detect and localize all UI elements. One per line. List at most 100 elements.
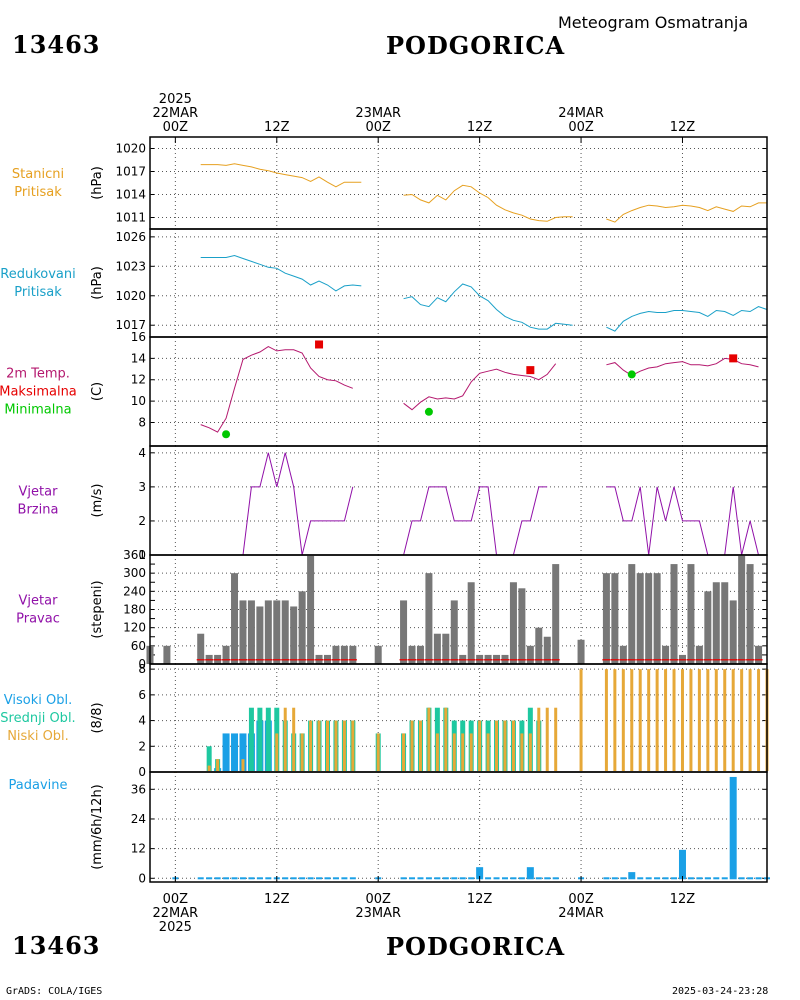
direction-bar xyxy=(349,645,357,664)
direction-bar xyxy=(662,645,670,664)
tmin-marker xyxy=(627,370,636,379)
calm-marker xyxy=(230,659,239,661)
cloud-bar xyxy=(334,720,338,771)
cloud-bar xyxy=(435,733,439,771)
cloud-bar xyxy=(239,733,247,771)
calm-marker xyxy=(323,659,332,661)
y-tick-label: 0 xyxy=(138,871,146,885)
direction-bar xyxy=(543,636,551,664)
panel-label: Stanicni xyxy=(12,167,64,182)
precip-trace xyxy=(425,877,432,880)
cloud-bar xyxy=(621,669,625,771)
calm-marker xyxy=(610,659,619,661)
calm-marker xyxy=(348,659,357,661)
cloud-bar xyxy=(638,669,642,771)
cloud-bar xyxy=(655,669,659,771)
time-label-bottom: 2025 xyxy=(159,920,192,935)
direction-bar xyxy=(695,645,703,664)
precip-trace xyxy=(332,877,339,880)
calm-marker xyxy=(551,659,560,661)
y-tick-label: 4 xyxy=(138,714,146,728)
time-label-top: 24MAR xyxy=(558,106,604,121)
precip-trace xyxy=(459,877,466,880)
cloud-bar xyxy=(664,669,668,771)
panel-label: Brzina xyxy=(18,503,59,518)
precip-trace xyxy=(501,877,508,880)
direction-bar xyxy=(239,600,247,664)
calm-marker xyxy=(644,659,653,661)
chart-title: Meteogram Osmatranja xyxy=(558,13,749,32)
precip-trace xyxy=(493,877,500,880)
y-tick-label: 0 xyxy=(138,765,146,779)
time-label-bottom: 12Z xyxy=(467,892,493,907)
y-tick-label: 360 xyxy=(123,548,146,562)
calm-marker xyxy=(695,659,704,661)
cloud-bar xyxy=(207,765,211,771)
precip-trace xyxy=(755,877,762,880)
panel-frame xyxy=(149,771,768,883)
wind_speed-line xyxy=(403,486,548,556)
cloud-bar xyxy=(351,720,355,771)
calm-marker xyxy=(213,659,222,661)
direction-bar xyxy=(425,573,433,664)
direction-bar xyxy=(433,633,441,664)
precip-trace xyxy=(704,877,711,880)
calm-marker xyxy=(703,659,712,661)
direction-bar xyxy=(552,564,560,664)
direction-bar xyxy=(450,600,458,664)
precip-trace xyxy=(451,877,458,880)
precip-trace xyxy=(231,877,238,880)
precip-trace xyxy=(535,877,542,880)
station-id-top: 13463 xyxy=(12,30,101,59)
cloud-bar xyxy=(748,669,752,771)
cloud-bar xyxy=(317,720,321,771)
panel-label: Maksimalna xyxy=(0,385,77,400)
direction-bar xyxy=(290,606,298,664)
y-tick-label: 60 xyxy=(131,639,146,653)
y-tick-label: 240 xyxy=(123,584,146,598)
precip-trace xyxy=(671,877,678,880)
calm-marker xyxy=(433,659,442,661)
calm-marker xyxy=(619,659,628,661)
tmin-marker xyxy=(424,407,433,416)
precip-trace xyxy=(256,877,263,880)
precip-bar xyxy=(678,849,686,880)
panel-label: Redukovani xyxy=(0,267,75,282)
calm-marker xyxy=(670,659,679,661)
panel-frame xyxy=(149,336,768,447)
cloud-bar xyxy=(545,707,549,771)
calm-marker xyxy=(534,659,543,661)
cloud-bar xyxy=(579,669,583,771)
y-tick-label: 24 xyxy=(131,812,146,826)
calm-marker xyxy=(306,659,315,661)
calm-marker xyxy=(517,659,526,661)
cloud-bar xyxy=(325,720,329,771)
panel-label: Pritisak xyxy=(14,185,62,200)
cloud-bar xyxy=(520,733,524,771)
wind_speed-line xyxy=(200,452,354,556)
cloud-bar xyxy=(740,669,744,771)
calm-marker xyxy=(636,659,645,661)
pressure-line xyxy=(200,163,362,188)
station-name-bottom: PODGORICA xyxy=(386,932,566,961)
precip-trace xyxy=(637,877,644,880)
credit-text: GrADS: COLA/IGES xyxy=(6,986,103,997)
panel-label: Srednji Obl. xyxy=(0,711,75,726)
direction-bar xyxy=(281,600,289,664)
precip-bar xyxy=(476,867,484,880)
tmax-marker xyxy=(315,340,324,349)
panel-label: Minimalna xyxy=(4,403,71,418)
precip-trace xyxy=(611,877,618,880)
precip-trace xyxy=(417,877,424,880)
direction-bar xyxy=(526,645,534,664)
time-label-top: 00Z xyxy=(568,120,594,135)
y-tick-label: 12 xyxy=(131,842,146,856)
calm-marker xyxy=(331,659,340,661)
direction-bar xyxy=(467,582,475,664)
calm-marker xyxy=(467,659,476,661)
precip-trace xyxy=(442,877,449,880)
cloud-bar xyxy=(265,707,271,771)
temperature-line xyxy=(403,363,557,411)
cloud-bar xyxy=(216,759,220,771)
y-tick-label: 1017 xyxy=(115,165,146,179)
